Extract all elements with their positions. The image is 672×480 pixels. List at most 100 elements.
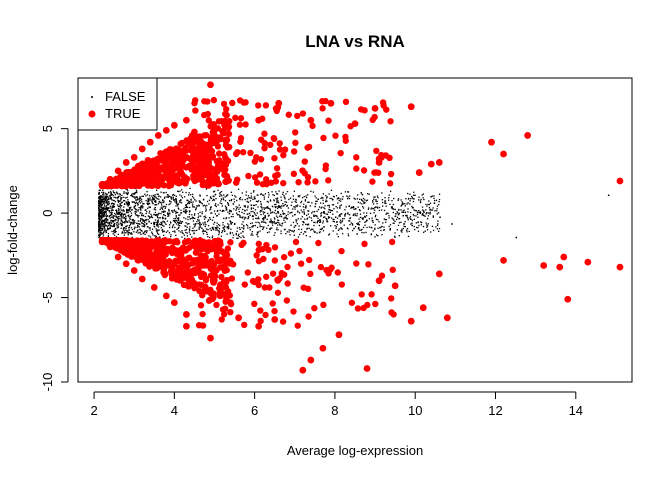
false-point <box>171 210 174 212</box>
false-point <box>295 219 297 221</box>
false-point <box>280 196 282 198</box>
false-point <box>158 229 160 231</box>
false-point <box>389 227 391 230</box>
false-point <box>168 215 170 217</box>
false-point <box>438 203 440 206</box>
false-point <box>376 202 378 205</box>
false-point <box>403 223 406 225</box>
false-point <box>406 228 409 230</box>
false-point <box>381 225 383 228</box>
false-point <box>112 224 115 226</box>
false-point <box>250 208 252 210</box>
false-point <box>103 222 106 224</box>
false-point <box>141 204 143 207</box>
false-point <box>98 221 100 223</box>
false-point <box>174 219 176 222</box>
false-point <box>288 231 290 233</box>
false-point <box>337 197 340 199</box>
false-point <box>250 204 252 206</box>
false-point <box>374 196 376 198</box>
true-point <box>123 245 130 253</box>
false-point <box>423 231 425 233</box>
false-point <box>148 215 150 218</box>
false-point <box>257 221 259 223</box>
false-point <box>438 198 441 201</box>
true-point <box>269 300 276 307</box>
false-point <box>307 201 309 203</box>
false-point <box>278 206 281 208</box>
false-point <box>256 201 259 203</box>
false-point <box>185 209 187 211</box>
true-point <box>210 121 217 129</box>
false-point <box>340 192 342 195</box>
false-point <box>402 211 405 214</box>
false-point <box>438 230 440 232</box>
false-point <box>118 213 121 215</box>
false-point <box>340 227 342 229</box>
false-point <box>175 199 177 201</box>
false-point <box>254 224 257 227</box>
false-point <box>298 212 301 214</box>
false-point <box>241 217 243 219</box>
true-point <box>110 237 117 245</box>
false-point <box>116 212 118 214</box>
false-point <box>243 212 245 215</box>
false-point <box>359 209 361 212</box>
false-point <box>352 205 355 208</box>
false-point <box>252 225 254 227</box>
false-point <box>102 208 105 210</box>
true-point <box>192 155 200 162</box>
false-point <box>340 204 343 206</box>
true-point <box>301 170 308 177</box>
false-point <box>99 227 102 229</box>
false-point <box>151 216 154 219</box>
true-point <box>257 156 265 163</box>
false-point <box>361 217 363 219</box>
false-point <box>305 231 307 233</box>
false-point <box>261 225 263 228</box>
false-point <box>424 230 426 232</box>
true-point <box>225 130 233 138</box>
false-point <box>103 211 106 213</box>
false-point <box>284 201 286 203</box>
false-point <box>370 226 372 229</box>
false-point <box>269 208 271 210</box>
false-point <box>102 192 104 194</box>
false-point <box>141 214 143 217</box>
false-point <box>198 226 200 228</box>
false-point <box>133 206 135 208</box>
false-point <box>204 205 207 207</box>
false-point <box>204 230 207 232</box>
y-tick-label: 0 <box>40 209 55 216</box>
false-point <box>193 226 196 228</box>
false-point <box>361 199 363 202</box>
false-point <box>128 204 130 206</box>
true-point <box>387 170 395 178</box>
false-point <box>135 211 138 213</box>
false-point <box>242 230 244 233</box>
false-point <box>216 215 218 217</box>
false-point <box>243 224 245 227</box>
false-point <box>271 191 273 193</box>
false-point <box>172 197 174 199</box>
false-point <box>242 208 244 211</box>
false-point <box>414 228 416 231</box>
true-point <box>196 262 204 269</box>
false-point <box>133 193 135 195</box>
false-point <box>142 219 144 222</box>
false-point <box>98 210 100 212</box>
true-point <box>261 139 268 147</box>
false-point <box>181 189 183 191</box>
true-point <box>191 280 198 287</box>
true-point <box>338 247 345 255</box>
false-point <box>119 211 121 213</box>
false-point <box>162 217 164 220</box>
false-point <box>124 227 126 229</box>
false-point <box>99 199 102 201</box>
false-point <box>396 216 399 219</box>
true-point <box>183 164 190 171</box>
false-point <box>100 220 103 222</box>
legend-false-label: FALSE <box>105 89 146 104</box>
false-point <box>100 198 102 200</box>
false-point <box>361 231 363 234</box>
